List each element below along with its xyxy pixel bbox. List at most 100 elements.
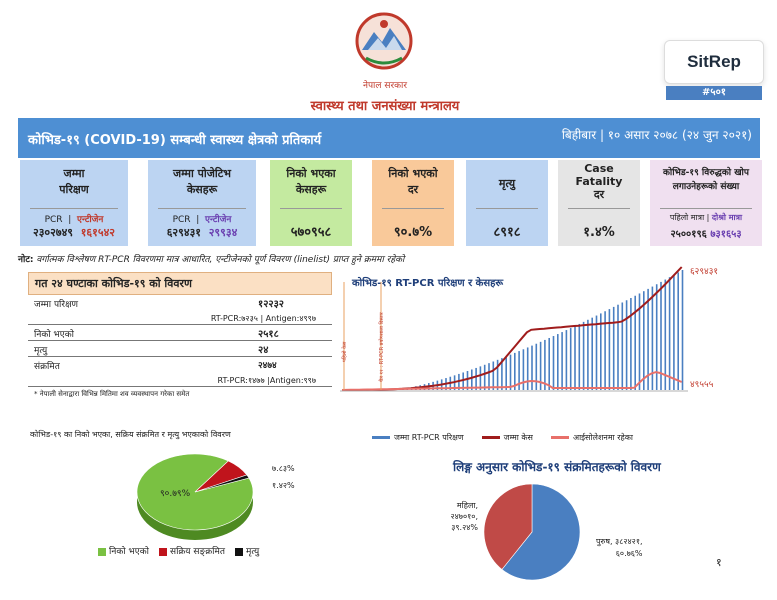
total-cases-end-label: ६२९४३१ (690, 267, 719, 277)
pie-slice (483, 483, 533, 570)
pie1-label-deaths: १.४२% (272, 481, 295, 490)
test-bar (548, 337, 550, 390)
pie1-label-active: ७.८३% (272, 464, 295, 473)
table-row: जम्मा परिक्षण १२२३२ (34, 299, 284, 310)
test-bar (557, 334, 559, 390)
title-banner: कोभिड-१९ (COVID-19) सम्बन्धी स्वास्थ्य क… (18, 118, 760, 158)
table-header: गत २४ घण्टाका कोभिड-१९ को विवरण (28, 272, 332, 295)
test-bar (535, 343, 538, 390)
last-24h-table: गत २४ घण्टाका कोभिड-१९ को विवरण जम्मा पर… (28, 272, 332, 399)
test-bar (625, 300, 628, 390)
test-bar (569, 328, 572, 390)
annotation-lab-expansion: चैत्र ११ : RT-PCR प्रयोगशाला विस्तार (378, 311, 385, 382)
test-bar (526, 347, 529, 390)
test-bar (655, 284, 658, 390)
table-row-detail: RT-PCR:१४७७ |Antigen:९९७ (28, 373, 332, 387)
isolation-line (341, 371, 683, 391)
pie1-label-recovered: ९०.७९% (160, 489, 191, 499)
card-value: ९०.७% (393, 225, 433, 240)
card-value: ५७०९५८ (290, 225, 332, 240)
note: नोट: वर्गात्मक विश्लेषण RT-PCR विवरणमा म… (18, 255, 405, 265)
test-bar (681, 270, 684, 390)
test-bar (617, 304, 619, 390)
test-bar (522, 349, 525, 390)
nepal-emblem-icon (352, 10, 416, 72)
test-bar (471, 369, 473, 390)
card-title: जम्मा परिक्षण (59, 167, 89, 196)
pie2-label-female: महिला, २४७०१०, ३९.२४% (450, 501, 478, 532)
annotation-first-case: पहिलो केस (341, 341, 348, 362)
test-bar (539, 341, 542, 390)
test-bar (664, 279, 667, 390)
table-row: निको भएको २५१८ (28, 325, 332, 341)
legend-item: जम्मा RT-PCR परिक्षण (372, 432, 464, 443)
test-bar (591, 317, 593, 390)
card-values: ६२९४३१ २९९३४ (166, 226, 238, 239)
gender-pie-chart (483, 483, 581, 581)
card-vaccination: कोभिड-१९ विरुद्धको खोप लगाउनेहरूको संख्या… (650, 160, 762, 246)
test-bar (565, 330, 568, 390)
test-bar (483, 364, 486, 390)
test-bar (531, 345, 533, 390)
outcome-pie-title: कोभिड-१९ का निको भएका, सक्रिय संक्रमित र… (30, 430, 231, 439)
test-bar (479, 366, 482, 390)
government-name: नेपाल सरकार (362, 81, 408, 91)
outcome-pie-legend: निको भएको सक्रिय सङ्क्रमित मृत्यु (98, 544, 259, 557)
legend-item: आईसोलेशनमा रहेका (550, 432, 633, 443)
test-bar (574, 326, 576, 390)
sitrep-number: #५०१ (666, 86, 762, 100)
ministry-name: स्वास्थ्य तथा जनसंख्या मन्त्रालय (310, 99, 460, 114)
pie2-label-male: पुरुष, ३८२४२१, ६०.७६% (596, 537, 643, 558)
test-bar (660, 281, 662, 390)
legend-item: जम्मा केस (481, 432, 533, 443)
test-bar (634, 295, 636, 390)
test-bar (518, 351, 520, 390)
tests-cases-chart: पहिलो केस चैत्र ११ : RT-PCR प्रयोगशाला व… (340, 266, 688, 392)
test-bar (488, 363, 490, 390)
card-sub: PCR | एन्टीजेन (172, 215, 232, 225)
card-value: ८९१८ (493, 225, 521, 240)
test-bar (612, 306, 615, 390)
card-title: निको भएका केसहरू (286, 167, 336, 196)
card-total-positive: जम्मा पोजेटिभ केसहरू PCR | एन्टीजेन ६२९४३… (148, 160, 256, 246)
test-bar (496, 359, 499, 390)
pie-slice (501, 483, 581, 581)
test-bar (621, 302, 624, 390)
test-bar (651, 286, 654, 390)
card-title: कोभिड-१९ विरुद्धको खोप लगाउनेहरूको संख्या (662, 168, 750, 192)
test-bar (492, 361, 495, 390)
test-bar (509, 354, 512, 390)
card-total-tests: जम्मा परिक्षण PCR | एन्टीजेन २३०२७४९ १६१५… (20, 160, 128, 246)
card-values: २५००१९६ ७३१६५३ (670, 229, 742, 240)
table-footnote: * नेपाली सेनाद्वारा विभिन्न मितिमा शव व्… (34, 390, 190, 398)
test-bar (668, 277, 671, 390)
test-bar (630, 298, 632, 390)
pie-slice (194, 474, 250, 493)
legend-item: मृत्यु (234, 544, 259, 557)
test-bar (595, 315, 598, 390)
gender-pie-title: लिङ्ग अनुसार कोभिड-१९ संक्रमितहरूको विवर… (453, 460, 661, 474)
card-fatality-rate: Case Fatality दर १.४% (558, 160, 640, 246)
table-row: मृत्यु २४ (28, 341, 332, 357)
test-bar (552, 336, 555, 390)
test-bar (561, 332, 563, 390)
test-bar (544, 339, 546, 390)
card-title: जम्मा पोजेटिभ केसहरू (172, 167, 232, 196)
sitrep-label: SitRep (664, 40, 764, 84)
test-bar (600, 313, 602, 390)
outcome-pie-chart (136, 453, 254, 540)
test-bar (673, 274, 675, 390)
chart-legend: जम्मा RT-PCR परिक्षण जम्मा केस आईसोलेशनम… (372, 432, 633, 443)
chart-title: कोभिड-१९ RT-PCR परिक्षण र केसहरू (352, 278, 504, 289)
test-bar (578, 323, 581, 390)
card-value: १.४% (583, 225, 615, 240)
table-row-detail: RT-PCR:७२३५ | Antigen:४९९७ (28, 311, 332, 325)
test-bar (647, 288, 649, 390)
test-bar (638, 293, 641, 390)
test-bar (514, 352, 516, 390)
test-bar (462, 372, 464, 390)
isolation-end-label: ४९५५५ (690, 380, 714, 390)
legend-item: निको भएको (98, 544, 149, 557)
banner-title: कोभिड-१९ (COVID-19) सम्बन्धी स्वास्थ्य क… (28, 133, 322, 148)
table-row: संक्रमित २४७४ (34, 361, 277, 372)
